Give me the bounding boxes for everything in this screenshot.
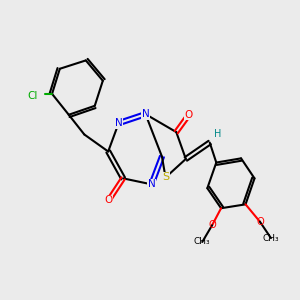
Text: CH₃: CH₃	[194, 238, 211, 247]
Text: N: N	[115, 118, 122, 128]
Text: CH₃: CH₃	[262, 234, 279, 243]
Text: O: O	[208, 220, 216, 230]
Text: H: H	[214, 130, 222, 140]
Text: O: O	[185, 110, 193, 120]
Text: Cl: Cl	[28, 91, 38, 101]
Text: S: S	[162, 172, 169, 182]
Text: O: O	[256, 217, 264, 227]
Text: N: N	[148, 179, 155, 189]
Text: O: O	[105, 195, 113, 205]
Text: N: N	[142, 109, 149, 119]
